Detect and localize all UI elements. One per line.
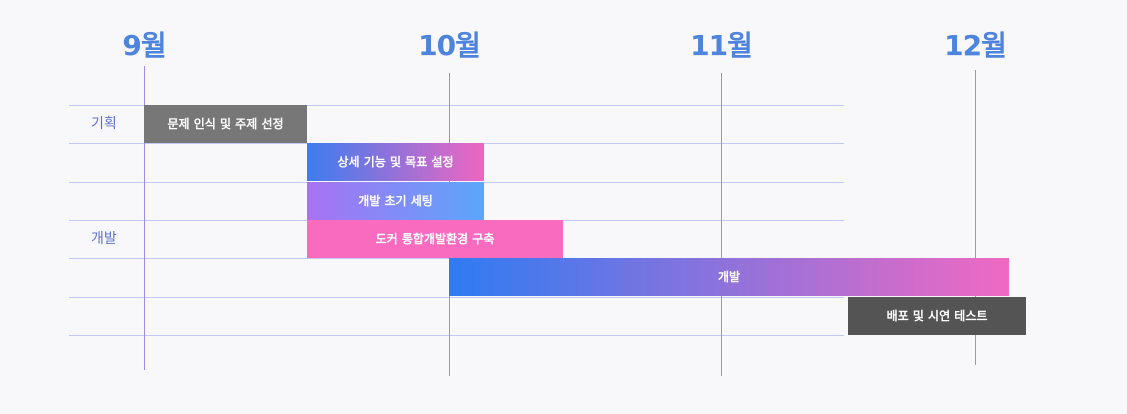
month-label: 11월 — [690, 29, 753, 62]
task-bar: 문제 인식 및 주제 선정 — [144, 105, 307, 143]
task-bar: 도커 통합개발환경 구축 — [307, 220, 563, 258]
phase-label: 기획 — [91, 116, 117, 132]
phase-label: 개발 — [91, 231, 117, 247]
task-bar: 배포 및 시연 테스트 — [848, 297, 1026, 335]
task-bar: 개발 초기 세팅 — [307, 182, 484, 220]
month-label: 9월 — [122, 29, 166, 62]
month-line — [144, 66, 145, 370]
month-line — [721, 73, 722, 376]
month-line — [975, 70, 976, 365]
grid-line — [69, 105, 844, 106]
grid-line — [69, 297, 844, 298]
task-bar: 상세 기능 및 목표 설정 — [307, 143, 484, 181]
month-label: 12월 — [944, 29, 1007, 62]
grid-line — [69, 335, 844, 336]
month-label: 10월 — [418, 29, 481, 62]
task-bar: 개발 — [449, 258, 1009, 296]
